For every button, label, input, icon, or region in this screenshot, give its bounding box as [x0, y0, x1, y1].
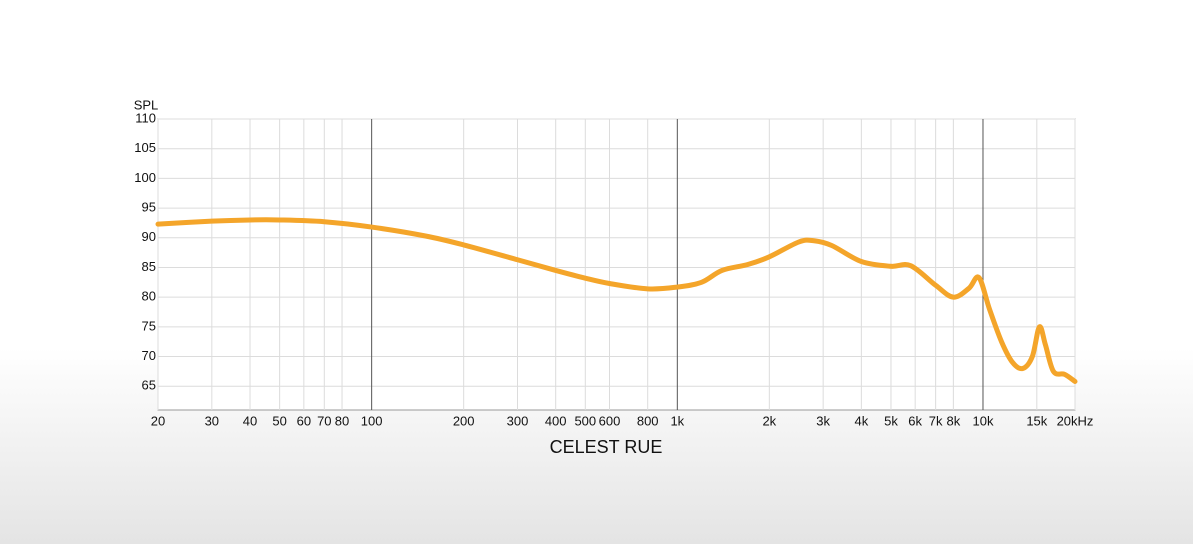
x-tick-label: 8k: [946, 413, 960, 428]
x-tick-label: 70: [317, 413, 331, 428]
x-tick-label: 20kHz: [1057, 413, 1094, 428]
y-tick-label: 105: [134, 140, 156, 155]
y-tick-label: 90: [142, 229, 156, 244]
x-tick-label: 15k: [1026, 413, 1047, 428]
x-tick-label: 60: [297, 413, 311, 428]
x-tick-label: 600: [599, 413, 621, 428]
y-tick-label: 80: [142, 289, 156, 304]
y-tick-label: 75: [142, 318, 156, 333]
x-tick-label: 50: [272, 413, 286, 428]
y-tick-label: 95: [142, 200, 156, 215]
plot-area: [157, 118, 1076, 411]
x-tick-label: 80: [335, 413, 349, 428]
x-tick-label: 30: [205, 413, 219, 428]
y-tick-label: 65: [142, 378, 156, 393]
y-tick-label: 85: [142, 259, 156, 274]
x-tick-label: 7k: [929, 413, 943, 428]
x-tick-label: 500: [574, 413, 596, 428]
x-tick-label: 40: [243, 413, 257, 428]
x-tick-label: 200: [453, 413, 475, 428]
x-tick-label: 300: [507, 413, 529, 428]
x-tick-label: 800: [637, 413, 659, 428]
x-tick-label: 1k: [670, 413, 684, 428]
response-line: [155, 217, 1078, 384]
x-tick-label: 10k: [973, 413, 994, 428]
y-tick-label: 100: [134, 170, 156, 185]
x-tick-label: 5k: [884, 413, 898, 428]
x-tick-label: 100: [361, 413, 383, 428]
y-tick-label: 70: [142, 348, 156, 363]
y-tick-label: 110: [135, 110, 156, 125]
x-tick-label: 3k: [816, 413, 830, 428]
x-tick-label: 2k: [762, 413, 776, 428]
chart-title: CELEST RUE: [550, 437, 663, 457]
x-tick-label: 4k: [854, 413, 868, 428]
x-tick-label: 20: [151, 413, 165, 428]
y-axis-label: SPL: [134, 97, 159, 112]
x-tick-label: 400: [545, 413, 567, 428]
x-tick-label: 6k: [908, 413, 922, 428]
